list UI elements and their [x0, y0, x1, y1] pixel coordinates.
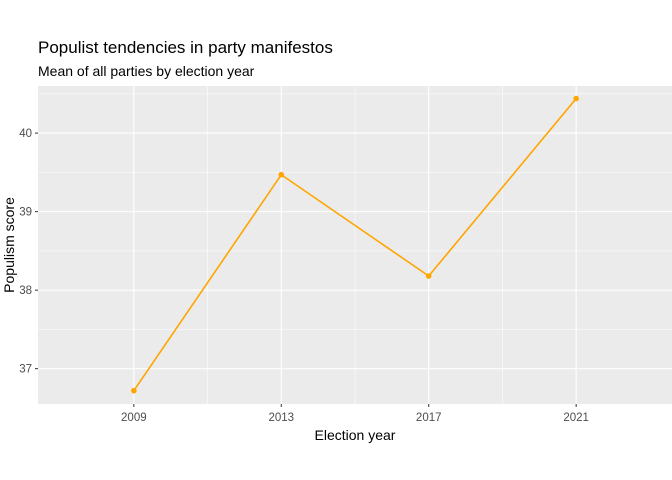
chart-subtitle: Mean of all parties by election year [38, 63, 255, 79]
x-tick-label: 2021 [563, 412, 589, 424]
y-tick-label: 40 [19, 128, 32, 140]
major-gridlines [38, 86, 672, 404]
y-tick-label: 39 [19, 207, 32, 219]
x-tick-label: 2013 [268, 412, 294, 424]
data-point [131, 387, 137, 394]
x-axis-title: Election year [315, 427, 396, 443]
data-point [278, 171, 285, 178]
series-layer [131, 95, 579, 394]
x-axis: 2009 2013 2017 2021 [121, 404, 589, 424]
x-tick-label: 2017 [416, 412, 442, 424]
y-tick-label: 38 [19, 285, 32, 297]
series-line [133, 98, 577, 392]
y-axis: 37 38 39 40 [19, 128, 38, 376]
y-axis-title: Populism score [1, 197, 17, 293]
data-point [425, 273, 432, 279]
x-tick-label: 2009 [121, 412, 147, 424]
chart-title: Populist tendencies in party manifestos [38, 38, 333, 57]
y-tick-label: 37 [19, 364, 32, 376]
data-point [573, 95, 579, 102]
minor-gridlines [38, 86, 672, 404]
